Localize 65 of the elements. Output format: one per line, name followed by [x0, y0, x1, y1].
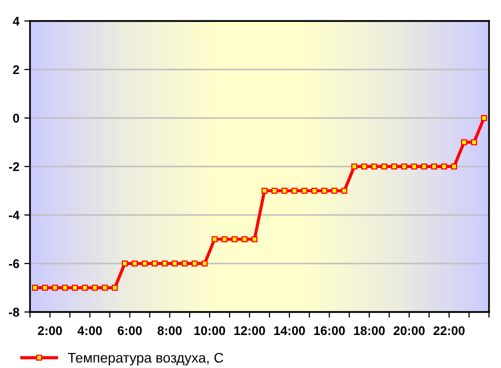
- point: [212, 236, 218, 242]
- point: [192, 260, 198, 266]
- x-tick-label: 14:00: [274, 326, 305, 336]
- point: [222, 236, 228, 242]
- point: [301, 188, 308, 194]
- point: [291, 188, 298, 194]
- point: [341, 188, 348, 194]
- y-tick-label: -8: [8, 308, 20, 317]
- point: [471, 139, 478, 146]
- point: [232, 236, 238, 242]
- y-tick-label: 0: [13, 114, 20, 123]
- point: [441, 164, 448, 170]
- x-tick-label: 6:00: [118, 326, 142, 336]
- point: [152, 260, 158, 266]
- x-tick-label: 8:00: [158, 326, 182, 336]
- x-tick-label: 18:00: [354, 326, 385, 336]
- point: [142, 260, 148, 266]
- point: [132, 260, 138, 266]
- point: [162, 260, 168, 266]
- point: [172, 260, 178, 266]
- x-tick-label: 2:00: [38, 326, 62, 336]
- point: [262, 188, 268, 194]
- point: [461, 139, 468, 146]
- point: [381, 164, 388, 170]
- point: [361, 164, 368, 170]
- point: [401, 164, 408, 170]
- y-tick-label: 2: [13, 65, 20, 74]
- point: [311, 188, 318, 194]
- y-tick-label: 4: [12, 16, 20, 26]
- point: [331, 188, 338, 194]
- point: [92, 284, 98, 291]
- point: [42, 284, 48, 291]
- y-tick-label: -4: [8, 210, 20, 220]
- point: [242, 236, 248, 242]
- y-tick-label: -6: [8, 259, 20, 268]
- point: [102, 284, 108, 291]
- point: [202, 260, 208, 266]
- x-tick-label: 12:00: [234, 326, 265, 336]
- point: [351, 164, 358, 170]
- y-tick-label: -2: [8, 162, 20, 172]
- point: [371, 164, 378, 170]
- x-tick-label: 20:00: [394, 326, 425, 336]
- point: [481, 115, 487, 121]
- point: [182, 260, 188, 266]
- point: [112, 284, 118, 291]
- legend-label: Температура воздуха, С: [68, 352, 224, 366]
- point: [271, 188, 278, 194]
- point: [32, 284, 38, 291]
- point: [62, 284, 68, 291]
- point: [451, 164, 458, 170]
- point: [252, 236, 258, 242]
- point: [52, 284, 58, 291]
- point: [281, 188, 288, 194]
- x-tick-label: 22:00: [434, 326, 465, 336]
- point: [72, 284, 78, 291]
- x-tick-label: 10:00: [194, 326, 226, 336]
- point: [321, 188, 328, 194]
- point: [122, 260, 128, 266]
- point: [431, 164, 438, 170]
- x-tick-label: 4:00: [78, 326, 102, 336]
- point: [421, 164, 428, 170]
- point: [82, 284, 88, 291]
- point: [411, 164, 418, 170]
- point: [391, 164, 398, 170]
- x-tick-label: 16:00: [314, 326, 345, 336]
